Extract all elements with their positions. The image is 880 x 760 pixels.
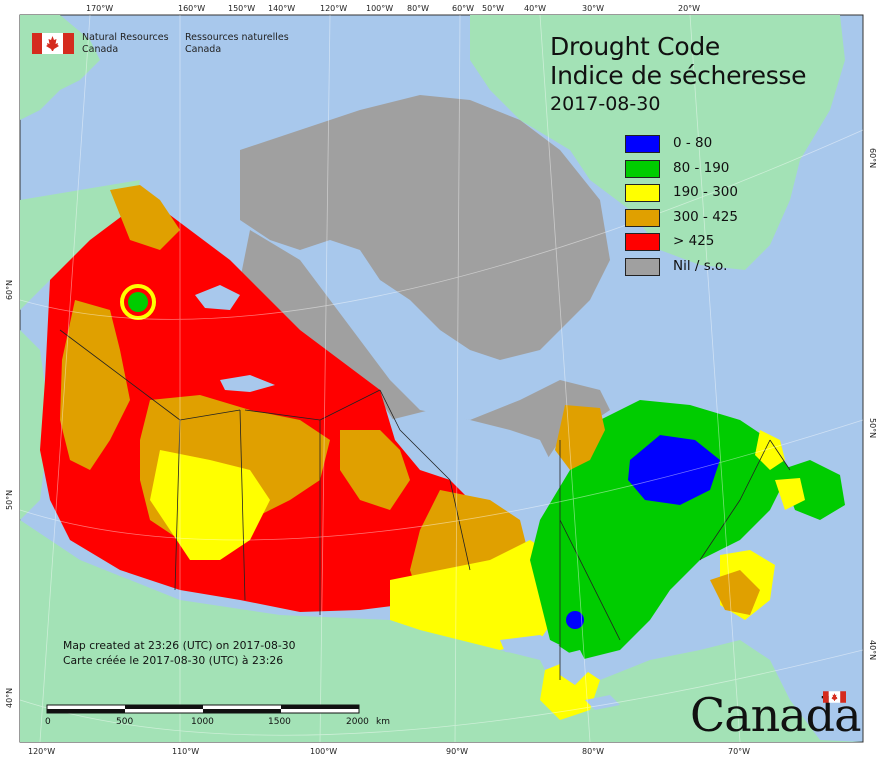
tick-right-50n: 50°N	[868, 418, 877, 438]
west-orange-patch-1	[110, 185, 180, 250]
tick-top-100w: 100°W	[366, 4, 393, 13]
credit-line-fr: Carte créée le 2017-08-30 (UTC) à 23:26	[63, 654, 284, 667]
tick-left-40n: 40°N	[5, 688, 14, 708]
tick-top-170w: 170°W	[86, 4, 113, 13]
west-orange-ring	[120, 284, 156, 320]
tick-top-20w: 20°W	[678, 4, 700, 13]
scale-bar-graphic	[46, 704, 360, 714]
arctic-archipelago	[240, 95, 610, 360]
newfoundland-green	[780, 460, 845, 520]
legend-label: 190 - 300	[673, 184, 738, 200]
scale-unit: km	[376, 717, 390, 727]
bottom-tick-labels: 120°W 110°W 100°W 90°W 80°W 70°W	[28, 747, 750, 756]
ontario-yellow-region	[390, 540, 560, 650]
maritime-orange	[710, 570, 760, 615]
tick-bottom-120w: 120°W	[28, 747, 55, 756]
tick-bottom-90w: 90°W	[446, 747, 468, 756]
credit-line-en: Map created at 23:26 (UTC) on 2017-08-30	[63, 639, 296, 652]
great-bear-lake	[195, 285, 240, 310]
province-boundaries	[59, 329, 791, 680]
tick-bottom-80w: 80°W	[582, 747, 604, 756]
legend-swatch	[625, 257, 660, 276]
tick-top-150w: 150°W	[228, 4, 255, 13]
tick-top-120w: 120°W	[320, 4, 347, 13]
agency-name-en-line2: Canada	[82, 44, 119, 55]
scale-bar: 0 500 1000 1500 2000 km	[45, 704, 390, 734]
agency-name-fr-line1: Ressources naturelles	[185, 32, 289, 43]
map-title-en: Drought Code	[550, 32, 720, 61]
legend-label: Nil / s.o.	[673, 257, 728, 274]
lake-ontario	[585, 695, 620, 710]
tick-bottom-70w: 70°W	[728, 747, 750, 756]
scale-label-2000: 2000	[346, 717, 369, 727]
scale-label-0: 0	[45, 717, 51, 727]
legend-swatch	[625, 208, 660, 227]
tick-top-30w: 30°W	[582, 4, 604, 13]
scale-label-500: 500	[116, 717, 134, 727]
tick-top-80w: 80°W	[407, 4, 429, 13]
scale-label-1500: 1500	[268, 717, 291, 727]
graticule-lines	[19, 14, 864, 743]
wordmark-flag-icon	[823, 691, 846, 703]
tick-right-40n: 40°N	[868, 640, 877, 660]
west-orange-patch-4	[340, 430, 410, 510]
map-date: 2017-08-30	[550, 93, 661, 115]
tick-left-50n: 50°N	[5, 490, 14, 510]
agency-name-en-line1: Natural Resources	[82, 32, 169, 43]
tick-left-60n: 60°N	[5, 280, 14, 300]
canada-wordmark: Canada	[690, 688, 862, 742]
map-title-block: Drought Code Indice de sécheresse 2017-0…	[550, 32, 807, 117]
west-orange-patch-2	[60, 300, 130, 470]
tick-top-50w: 50°W	[482, 4, 504, 13]
quebec-yellow-north	[755, 430, 785, 470]
legend-swatch	[625, 135, 660, 153]
usa-pacific-land	[20, 330, 50, 520]
mainland-nil	[240, 230, 610, 480]
legend-label: 0 - 80	[673, 135, 713, 151]
lake-superior	[500, 635, 560, 655]
ontario-blue-spot	[566, 611, 584, 629]
newfoundland-yellow	[775, 478, 805, 510]
right-tick-labels: 60°N 50°N 40°N	[868, 148, 877, 660]
legend-swatch	[625, 233, 660, 251]
tick-top-40w: 40°W	[524, 4, 546, 13]
lake-huron	[560, 650, 590, 685]
scale-label-1000: 1000	[191, 717, 214, 727]
left-tick-labels: 60°N 50°N 40°N	[5, 280, 14, 708]
quebec-green-region	[530, 400, 790, 660]
hudson-bay	[390, 410, 555, 515]
quebec-blue-region	[628, 435, 720, 505]
agency-name-fr-line2: Canada	[185, 44, 222, 55]
tick-top-140w: 140°W	[268, 4, 295, 13]
legend-label: 80 - 190	[673, 159, 730, 176]
tick-bottom-100w: 100°W	[310, 747, 337, 756]
map-credits: Map created at 23:26 (UTC) on 2017-08-30…	[63, 638, 296, 668]
quebec-orange-patch	[555, 405, 605, 470]
map-title-fr: Indice de sécheresse	[550, 61, 807, 90]
tick-right-60n: 60°N	[868, 148, 877, 168]
canada-flag-icon	[32, 33, 74, 54]
tick-top-160w: 160°W	[178, 4, 205, 13]
west-yellow-patch-1	[150, 450, 270, 560]
legend-swatch	[625, 159, 660, 178]
alaska-land	[20, 180, 140, 310]
legend-label: 300 - 425	[673, 208, 738, 225]
west-green-spot	[128, 292, 148, 312]
tick-top-60w: 60°W	[452, 4, 474, 13]
legend-swatch	[625, 184, 660, 202]
tick-bottom-110w: 110°W	[172, 747, 199, 756]
legend-label: > 425	[673, 233, 715, 249]
great-slave-lake	[220, 375, 275, 392]
top-tick-labels: 170°W 160°W 150°W 140°W 120°W 100°W 80°W…	[86, 4, 700, 13]
